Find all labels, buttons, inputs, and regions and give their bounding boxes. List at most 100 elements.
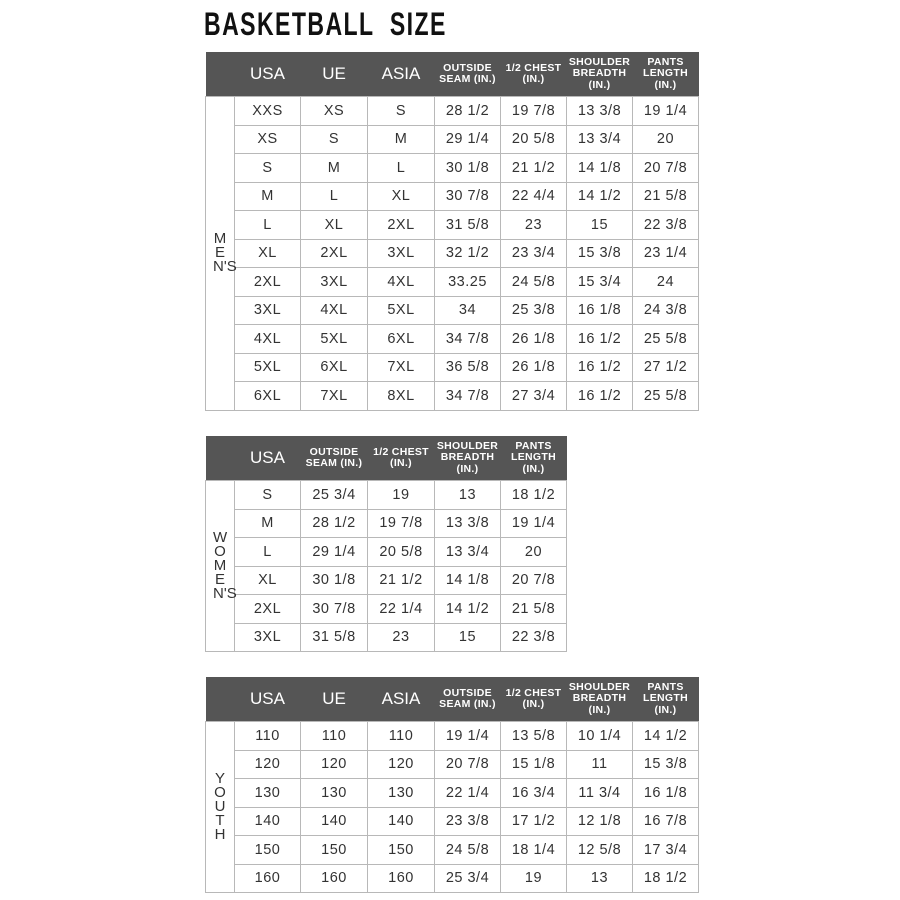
table-row: 120 120 120 20 7/8 15 1/8 11 15 3/8 [206, 749, 699, 779]
table-cell: 10 1/4 [566, 721, 633, 751]
table-cell: L [234, 210, 301, 240]
table-cell: XXS [234, 96, 301, 126]
womens-size-table: USA OUTSIDE SEAM (IN.) 1/2 CHEST (IN.) SHOU… [205, 436, 567, 652]
table-cell: 5XL [234, 352, 301, 382]
table-cell: 110 [367, 721, 435, 751]
table-cell: 110 [234, 721, 301, 751]
table-cell: 6XL [367, 324, 435, 354]
table-cell: XL [367, 181, 435, 211]
section-label-text: WOMEN'S [213, 529, 237, 602]
table-cell: 140 [234, 806, 301, 836]
column-header: PANTS LENGTH (IN.) [632, 52, 699, 97]
table-cell: 150 [367, 835, 435, 865]
table-cell: 21 1/2 [500, 153, 567, 183]
table-cell: 22 3/8 [632, 210, 699, 240]
table-cell: 30 1/8 [300, 565, 368, 595]
table-cell: 20 5/8 [367, 537, 435, 567]
table-row: 140 140 140 23 3/8 17 1/2 12 1/8 16 7/8 [206, 806, 699, 836]
table-cell: 15 3/8 [632, 749, 699, 779]
table-cell: L [300, 181, 368, 211]
table-cell: 29 1/4 [434, 124, 501, 154]
column-header: SHOULDER BREADTH (IN.) [434, 436, 501, 481]
table-cell: 21 5/8 [500, 594, 567, 624]
table-cell: 4XL [367, 267, 435, 297]
table-row: 150 150 150 24 5/8 18 1/4 12 5/8 17 3/4 [206, 835, 699, 865]
table-cell: 32 1/2 [434, 238, 501, 268]
table-cell: 23 1/4 [632, 238, 699, 268]
table-cell: 20 7/8 [632, 153, 699, 183]
table-row: 160 160 160 25 3/4 19 13 18 1/2 [206, 863, 699, 893]
table-cell: 140 [367, 806, 435, 836]
table-cell: 20 [500, 537, 567, 567]
section-label: YOUTH [205, 721, 235, 893]
table-cell: 2XL [367, 210, 435, 240]
table-cell: 2XL [300, 238, 368, 268]
table-cell: 17 1/2 [500, 806, 567, 836]
table-cell: 15 3/8 [566, 238, 633, 268]
table-cell: 16 1/2 [566, 381, 633, 411]
table-cell: 16 1/2 [566, 324, 633, 354]
table-cell: 28 1/2 [300, 508, 368, 538]
table-row: M 28 1/2 19 7/8 13 3/8 19 1/4 [206, 508, 567, 538]
table-cell: 30 1/8 [434, 153, 501, 183]
table-cell: 13 3/8 [566, 96, 633, 126]
table-cell: 23 3/8 [434, 806, 501, 836]
column-header: UE [300, 677, 368, 722]
mens-size-table: USA UE ASIA OUTSIDE SEAM (IN.) 1/2 CHEST (IN… [205, 52, 699, 411]
youth-size-table: USA UE ASIA OUTSIDE SEAM (IN.) 1/2 CHEST (IN… [205, 677, 699, 893]
table-cell: 15 1/8 [500, 749, 567, 779]
table-row: XL 30 1/8 21 1/2 14 1/8 20 7/8 [206, 565, 567, 595]
column-header: USA [234, 677, 301, 722]
table-row: MEN'S XXS XS S 28 1/2 19 7/8 13 3/8 19 1/4 [205, 96, 699, 411]
table-cell: 140 [300, 806, 368, 836]
table-cell: 19 7/8 [367, 508, 435, 538]
table-row: XL 2XL 3XL 32 1/2 23 3/4 15 3/8 23 1/4 [206, 238, 699, 268]
table-cell: 20 7/8 [434, 749, 501, 779]
column-header: PANTS LENGTH (IN.) [632, 677, 699, 722]
table-cell: 15 3/4 [566, 267, 633, 297]
table-cell: 150 [300, 835, 368, 865]
table-cell: 13 [566, 863, 633, 893]
table-cell: 16 1/8 [566, 295, 633, 325]
table-cell: 14 1/2 [434, 594, 501, 624]
table-cell: 3XL [234, 622, 301, 652]
table-cell: 14 1/8 [434, 565, 501, 595]
table-cell: 27 1/2 [632, 352, 699, 382]
table-cell: 23 [500, 210, 567, 240]
table-cell: 13 3/4 [434, 537, 501, 567]
column-header: USA [234, 436, 301, 481]
table-cell: XL [234, 238, 301, 268]
table-cell: 5XL [367, 295, 435, 325]
table-cell: 21 1/2 [367, 565, 435, 595]
table-cell: 22 1/4 [434, 778, 501, 808]
table-cell: 30 7/8 [300, 594, 368, 624]
header-blank [205, 436, 235, 481]
table-cell: L [367, 153, 435, 183]
table-cell: 160 [300, 863, 368, 893]
table-cell: 34 7/8 [434, 324, 501, 354]
column-header: 1/2 CHEST (IN.) [500, 677, 567, 722]
table-cell: 33.25 [434, 267, 501, 297]
table-row: 5XL 6XL 7XL 36 5/8 26 1/8 16 1/2 27 1/2 [206, 352, 699, 382]
table-cell: 22 4/4 [500, 181, 567, 211]
table-cell: 15 [566, 210, 633, 240]
table-cell: 14 1/8 [566, 153, 633, 183]
table-cell: XL [300, 210, 368, 240]
table-row: WOMEN'S S 25 3/4 19 13 18 1/2 [205, 480, 567, 652]
table-row: M L XL 30 7/8 22 4/4 14 1/2 21 5/8 [206, 181, 699, 211]
table-cell: 26 1/8 [500, 352, 567, 382]
table-cell: 130 [367, 778, 435, 808]
table-cell: 8XL [367, 381, 435, 411]
column-header: UE [300, 52, 368, 97]
table-cell: XS [300, 96, 368, 126]
table-cell: 16 3/4 [500, 778, 567, 808]
table-cell: 3XL [300, 267, 368, 297]
table-cell: S [367, 96, 435, 126]
table-cell: 28 1/2 [434, 96, 501, 126]
table-cell: M [234, 181, 301, 211]
table-cell: 36 5/8 [434, 352, 501, 382]
table-cell: 22 1/4 [367, 594, 435, 624]
table-cell: 12 5/8 [566, 835, 633, 865]
table-row: L 29 1/4 20 5/8 13 3/4 20 [206, 537, 567, 567]
column-header: SHOULDER BREADTH (IN.) [566, 52, 633, 97]
